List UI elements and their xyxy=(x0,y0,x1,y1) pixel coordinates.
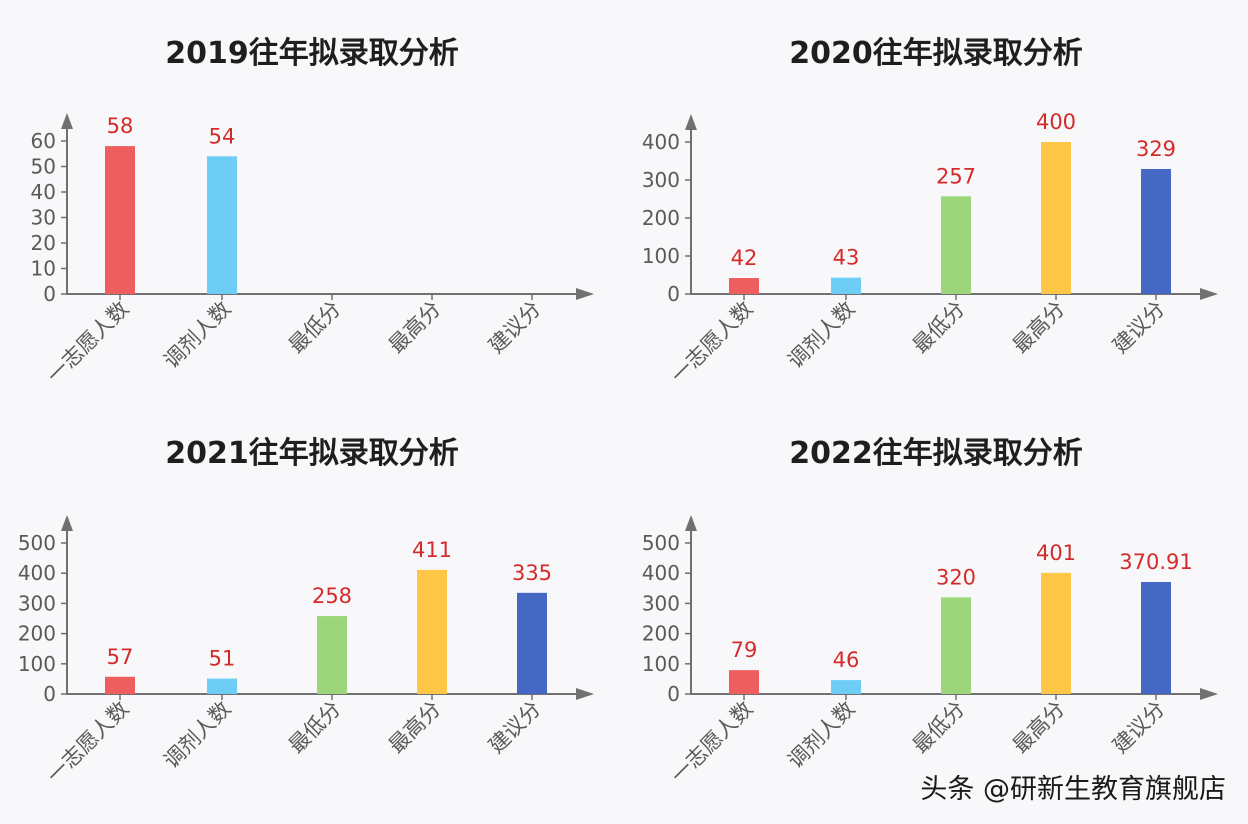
bar xyxy=(941,196,971,294)
bar xyxy=(105,146,135,294)
x-category-label: 调剂人数 xyxy=(159,697,235,773)
x-axis-arrow-icon xyxy=(576,688,594,700)
bar xyxy=(1141,168,1171,294)
y-tick-label: 200 xyxy=(642,206,680,230)
y-tick-label: 500 xyxy=(642,531,680,555)
x-axis-arrow-icon xyxy=(1200,688,1218,700)
x-category-label: 一志愿人数 xyxy=(42,697,133,788)
y-axis-arrow-icon xyxy=(685,515,697,531)
bar-chart: 0 100 200 300 400 500 79 一志愿人数 46 调剂人数 320 最低分 401 最高… xyxy=(642,515,1218,788)
data-label: 370.91 xyxy=(1119,550,1192,574)
y-tick-label: 500 xyxy=(18,531,56,555)
bar xyxy=(517,592,547,694)
chart-panel-2019: 2019往年拟录取分析 0 10 20 30 40 50 60 58 一志愿人数 54 调剂人数 最低… xyxy=(0,0,624,412)
data-label: 257 xyxy=(936,164,976,188)
y-tick-label: 50 xyxy=(31,155,56,179)
y-tick-label: 60 xyxy=(31,129,56,153)
x-category-label: 最低分 xyxy=(908,697,970,759)
y-tick-label: 300 xyxy=(642,591,680,615)
y-tick-label: 10 xyxy=(31,257,56,281)
x-category-label: 最高分 xyxy=(1008,297,1070,359)
bar xyxy=(1141,581,1171,694)
y-tick-label: 400 xyxy=(642,561,680,585)
y-tick-label: 0 xyxy=(43,682,56,706)
watermark-text: 头条 @研新生教育旗舰店 xyxy=(920,774,1226,805)
bar xyxy=(417,569,447,694)
x-category-label: 最高分 xyxy=(384,697,446,759)
x-category-label: 调剂人数 xyxy=(783,297,859,373)
chart-panel-2021: 2021往年拟录取分析 0 100 200 300 400 500 57 一志愿人数 51 调剂人… xyxy=(0,412,624,824)
x-category-label: 一志愿人数 xyxy=(666,697,757,788)
y-axis-arrow-icon xyxy=(685,114,697,130)
y-tick-label: 100 xyxy=(18,652,56,676)
x-category-label: 一志愿人数 xyxy=(42,297,133,388)
x-category-label: 最低分 xyxy=(284,697,346,759)
bar xyxy=(941,597,971,694)
x-category-label: 建议分 xyxy=(484,297,546,359)
x-category-label: 最低分 xyxy=(908,297,970,359)
bar-chart: 0 100 200 300 400 500 57 一志愿人数 51 调剂人数 258 最低分 411 最高… xyxy=(18,515,594,788)
bar xyxy=(317,616,347,694)
data-label: 320 xyxy=(936,565,976,589)
data-label: 43 xyxy=(833,246,860,270)
y-tick-label: 30 xyxy=(31,206,56,230)
x-axis-arrow-icon xyxy=(1200,288,1218,300)
x-category-label: 建议分 xyxy=(1108,297,1170,359)
x-category-label: 建议分 xyxy=(1108,697,1170,759)
chart-panel-2020: 2020往年拟录取分析 0 100 200 300 400 42 一志愿人数 43 调剂人数 25… xyxy=(624,0,1248,412)
data-label: 42 xyxy=(731,246,758,270)
data-label: 411 xyxy=(412,538,452,562)
data-label: 58 xyxy=(107,114,134,138)
x-axis-arrow-icon xyxy=(576,288,594,300)
chart-title: 2022往年拟录取分析 xyxy=(789,436,1083,471)
y-tick-label: 200 xyxy=(642,622,680,646)
x-category-label: 一志愿人数 xyxy=(666,297,757,388)
x-category-label: 最低分 xyxy=(284,297,346,359)
bar xyxy=(729,278,759,294)
bar xyxy=(729,670,759,694)
y-tick-label: 200 xyxy=(18,622,56,646)
y-tick-label: 0 xyxy=(667,682,680,706)
chart-panel-2022: 2022往年拟录取分析 0 100 200 300 400 500 79 一志愿人数 46 调剂人… xyxy=(624,412,1248,824)
data-label: 57 xyxy=(107,645,134,669)
y-tick-label: 300 xyxy=(18,591,56,615)
y-tick-label: 300 xyxy=(642,168,680,192)
data-label: 335 xyxy=(512,561,552,585)
x-category-label: 建议分 xyxy=(484,697,546,759)
x-category-label: 调剂人数 xyxy=(159,297,235,373)
bar xyxy=(207,156,237,294)
y-axis-arrow-icon xyxy=(61,515,73,531)
data-label: 46 xyxy=(833,648,860,672)
bar xyxy=(207,678,237,694)
y-tick-label: 0 xyxy=(667,282,680,306)
y-tick-label: 400 xyxy=(18,561,56,585)
chart-title: 2019往年拟录取分析 xyxy=(165,36,459,71)
bar xyxy=(831,680,861,694)
y-tick-label: 0 xyxy=(43,282,56,306)
y-tick-label: 100 xyxy=(642,244,680,268)
data-label: 329 xyxy=(1136,137,1176,161)
bar xyxy=(831,277,861,294)
data-label: 54 xyxy=(209,124,236,148)
bar xyxy=(105,676,135,694)
data-label: 401 xyxy=(1036,541,1076,565)
bar-chart: 0 100 200 300 400 42 一志愿人数 43 调剂人数 257 最低分 400 最高分 32… xyxy=(642,110,1218,388)
y-axis-arrow-icon xyxy=(61,113,73,129)
x-category-label: 最高分 xyxy=(384,297,446,359)
bar xyxy=(1041,142,1071,294)
x-category-label: 调剂人数 xyxy=(783,697,859,773)
data-label: 79 xyxy=(731,638,758,662)
chart-title: 2021往年拟录取分析 xyxy=(165,436,459,471)
data-label: 400 xyxy=(1036,110,1076,134)
data-label: 258 xyxy=(312,584,352,608)
y-tick-label: 20 xyxy=(31,231,56,255)
bar xyxy=(1041,572,1071,694)
x-category-label: 最高分 xyxy=(1008,697,1070,759)
y-tick-label: 40 xyxy=(31,180,56,204)
chart-title: 2020往年拟录取分析 xyxy=(789,36,1083,71)
data-label: 51 xyxy=(209,647,236,671)
y-tick-label: 400 xyxy=(642,130,680,154)
y-tick-label: 100 xyxy=(642,652,680,676)
